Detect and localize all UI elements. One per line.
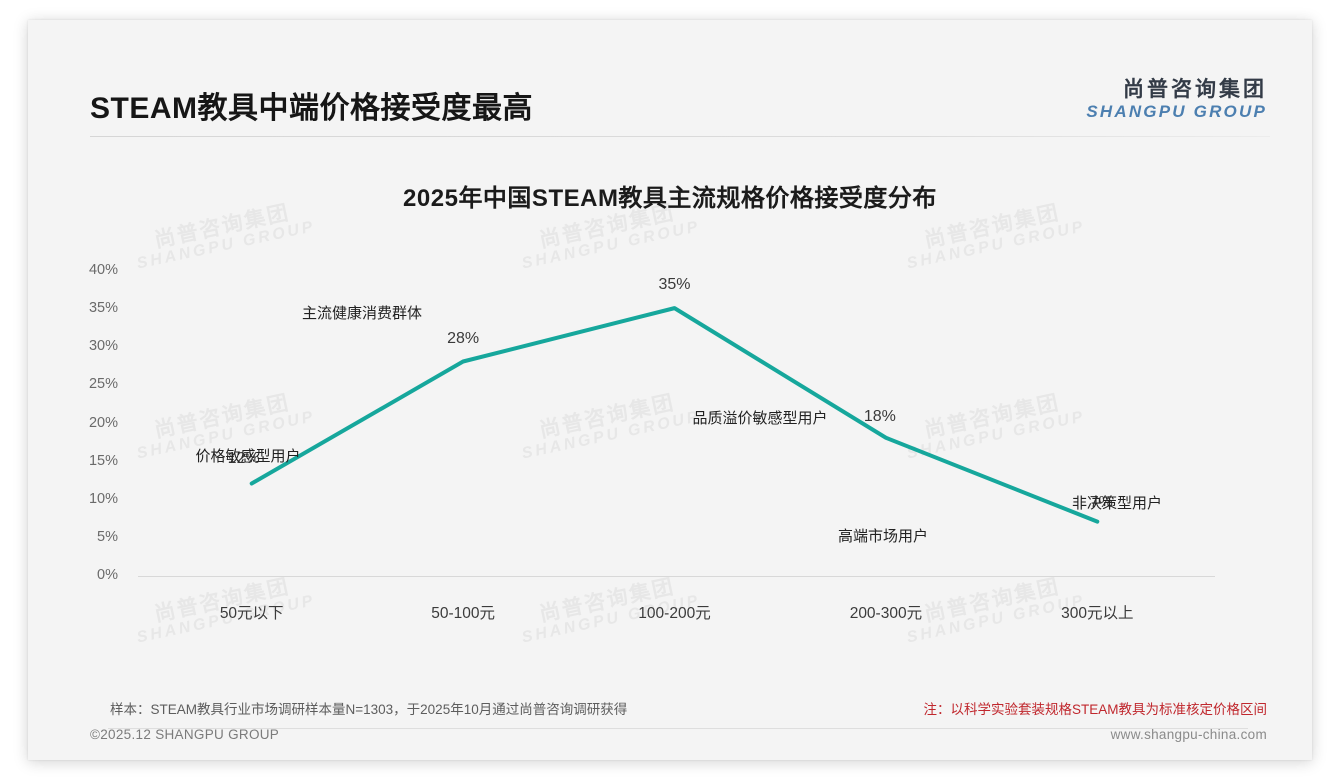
slide-header: STEAM教具中端价格接受度最高 尚普咨询集团 SHANGPU GROUP <box>28 20 1312 125</box>
x-axis-tick-label: 50-100元 <box>431 605 495 622</box>
y-axis-tick-label: 0% <box>97 567 118 583</box>
chart-annotation: 主流健康消费群体 <box>301 305 423 322</box>
series-line <box>249 306 1100 524</box>
chart-annotation: 高端市场用户 <box>837 528 929 545</box>
x-axis-tick-label: 50元以下 <box>219 605 284 622</box>
chart-annotation: 非决策型用户 <box>1071 495 1163 512</box>
chart-annotation: 品质溢价敏感型用户 <box>692 410 828 427</box>
chart-annotation: 价格敏感型用户 <box>195 448 301 465</box>
data-point-label: 35% <box>658 276 691 294</box>
y-axis-tick-label: 25% <box>88 376 118 393</box>
remark-note: 注：以科学实验套装规格STEAM教具为标准核定价格区间 <box>923 702 1267 717</box>
x-axis-tick-label: 300元以上 <box>1061 605 1134 622</box>
chart-series-svg <box>249 306 1100 524</box>
copyright-text: ©2025.12 SHANGPU GROUP <box>90 727 280 742</box>
data-point-label: 7% <box>1089 493 1113 511</box>
website-link[interactable]: www.shangpu-china.com <box>1110 727 1267 742</box>
data-point-label: 28% <box>447 329 480 347</box>
slide-footer: ©2025.12 SHANGPU GROUP www.shangpu-china… <box>28 714 1312 760</box>
chart-title: 2025年中国STEAM教具主流规格价格接受度分布 <box>403 185 937 212</box>
brand-logo: 尚普咨询集团 SHANGPU GROUP <box>1086 78 1267 121</box>
brand-logo-cn: 尚普咨询集团 <box>1123 78 1267 101</box>
line-chart: 0% 5% 10% 15% 20% 25% 30% 35% 40% 50元以下 50-100元 10… <box>28 20 1312 760</box>
y-axis-tick-label: 40% <box>88 262 118 278</box>
footer-divider <box>108 728 1248 729</box>
slide-card: 尚普咨询集团 SHANGPU GROUP 尚普咨询集团 SHANGPU GROU… <box>28 20 1312 760</box>
data-point-label: 12% <box>227 449 260 467</box>
y-axis-tick-label: 15% <box>88 452 118 469</box>
sample-note: 样本：STEAM教具行业市场调研样本量N=1303，于2025年10月通过尚普咨… <box>110 702 628 717</box>
x-axis-tick-label: 100-200元 <box>638 605 711 622</box>
y-axis-tick-label: 30% <box>88 338 118 355</box>
data-point-label: 18% <box>863 407 896 425</box>
x-axis-tick-label: 200-300元 <box>849 605 923 622</box>
y-axis-tick-label: 10% <box>88 490 118 507</box>
y-axis-tick-label: 20% <box>88 414 118 431</box>
page-title: STEAM教具中端价格接受度最高 <box>90 92 533 125</box>
y-axis-tick-label: 5% <box>97 528 118 545</box>
brand-logo-en: SHANGPU GROUP <box>1086 101 1267 121</box>
y-axis-tick-label: 35% <box>88 300 118 317</box>
header-divider <box>90 136 1270 137</box>
x-axis-line <box>138 576 1215 577</box>
